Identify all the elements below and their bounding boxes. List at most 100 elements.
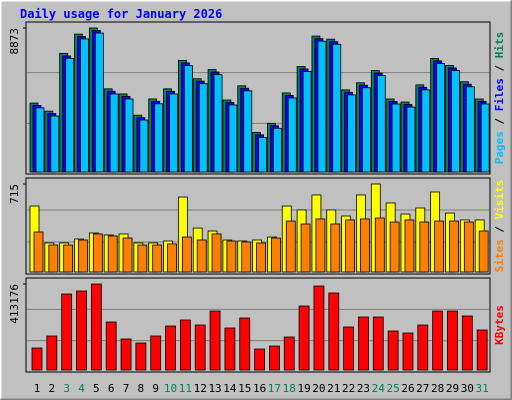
x-tick-label: 12 — [194, 382, 207, 395]
bar — [402, 332, 414, 371]
x-tick-label: 11 — [179, 382, 192, 395]
bar — [120, 338, 132, 371]
bar — [451, 70, 460, 173]
bar — [137, 244, 148, 273]
x-tick-label: 14 — [223, 382, 237, 395]
x-tick-label: 18 — [283, 382, 296, 395]
bar — [124, 98, 134, 173]
bar — [317, 40, 327, 173]
x-tick-label: 21 — [327, 382, 340, 395]
bar — [109, 93, 119, 173]
x-tick-label: 16 — [253, 382, 266, 395]
bar — [362, 87, 371, 173]
x-tick-label: 6 — [108, 382, 115, 395]
bar — [181, 236, 192, 273]
x-tick-label: 28 — [431, 382, 444, 395]
bar — [432, 310, 444, 371]
bar — [254, 348, 265, 371]
bar — [122, 237, 133, 273]
bar — [258, 137, 267, 173]
bar — [313, 285, 325, 371]
bar — [419, 221, 430, 273]
bar — [105, 321, 117, 371]
bar — [358, 316, 369, 371]
x-tick-label: 3 — [63, 382, 70, 395]
bar — [360, 218, 370, 273]
bar — [46, 335, 58, 371]
x-tick-label: 31 — [476, 382, 489, 395]
bar — [194, 324, 206, 371]
y-tick-label: 8873 — [8, 28, 21, 55]
bar — [256, 242, 266, 273]
bar — [169, 93, 178, 173]
bar — [315, 218, 326, 273]
x-tick-label: 15 — [238, 382, 251, 395]
legend-entry: KBytes — [493, 305, 506, 345]
x-tick-label: 25 — [387, 382, 400, 395]
bar — [152, 244, 163, 273]
x-tick-label: 5 — [93, 382, 100, 395]
x-tick-label: 27 — [416, 382, 429, 395]
x-tick-label: 30 — [461, 382, 474, 395]
bar — [449, 220, 459, 273]
legend-entry: Visits — [493, 180, 506, 220]
bar — [33, 231, 44, 273]
x-tick-label: 7 — [123, 382, 130, 395]
bar — [65, 57, 75, 173]
bar — [332, 43, 342, 173]
bar — [269, 345, 280, 371]
bar — [92, 233, 103, 273]
bar — [285, 220, 296, 273]
bar — [417, 324, 429, 371]
legend: Pages / Files / Hits — [493, 32, 506, 165]
x-tick-label: 13 — [208, 382, 221, 395]
bar — [196, 239, 207, 273]
bar — [376, 75, 386, 173]
bar — [243, 90, 253, 173]
bar — [135, 342, 147, 371]
bar — [330, 223, 341, 273]
bar — [374, 217, 385, 273]
bar — [228, 104, 238, 173]
bar — [94, 32, 104, 173]
bar — [198, 83, 208, 173]
x-tick-label: 26 — [401, 382, 414, 395]
bar — [478, 230, 489, 273]
bar — [463, 221, 474, 273]
x-tick-label: 1 — [34, 382, 41, 395]
bar — [150, 335, 162, 371]
bar — [271, 237, 281, 273]
bar — [287, 97, 297, 173]
bar — [239, 317, 251, 371]
bar — [179, 319, 191, 371]
bar — [447, 310, 458, 371]
bar — [35, 107, 45, 173]
bar — [389, 221, 400, 273]
bar — [165, 325, 176, 371]
x-tick-label: 23 — [357, 382, 370, 395]
bar — [273, 127, 282, 173]
legend: Sites / Visits — [493, 180, 506, 273]
bar — [436, 63, 446, 173]
x-tick-label: 2 — [49, 382, 56, 395]
legend-entry: Pages — [493, 131, 506, 164]
x-tick-label: 24 — [372, 382, 386, 395]
bar — [80, 38, 89, 173]
legend-separator: / — [493, 111, 506, 131]
bar — [404, 219, 415, 273]
legend-entry: Sites — [493, 239, 506, 272]
y-tick-label: 413176 — [8, 284, 21, 324]
bar — [347, 94, 357, 173]
bar — [167, 243, 177, 273]
bar — [300, 223, 311, 273]
bar — [31, 347, 43, 371]
x-tick-label: 19 — [297, 382, 310, 395]
bar — [213, 74, 223, 173]
legend-entry: Files — [493, 78, 506, 111]
x-tick-label: 17 — [268, 382, 281, 395]
bar — [421, 89, 431, 173]
y-tick-label: 715 — [8, 184, 21, 204]
bar — [183, 65, 193, 173]
